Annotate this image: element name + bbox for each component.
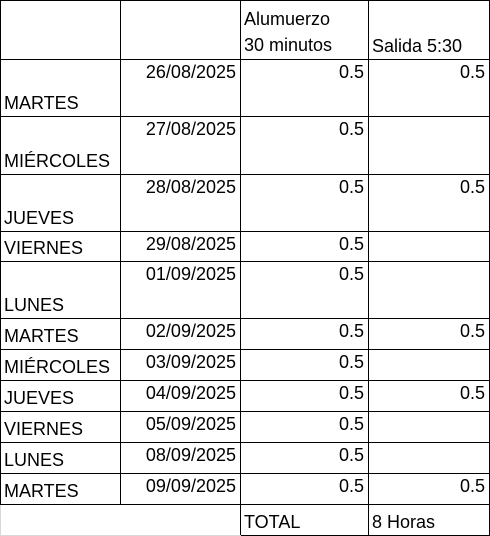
- lunch-cell[interactable]: 0.5: [240, 380, 369, 412]
- date-cell[interactable]: 09/09/2025: [120, 473, 241, 505]
- exit-cell[interactable]: [368, 231, 490, 262]
- date-cell[interactable]: 02/09/2025: [120, 318, 241, 350]
- lunch-cell[interactable]: 0.5: [240, 231, 369, 262]
- exit-cell[interactable]: 0.5: [368, 473, 490, 505]
- exit-cell[interactable]: [368, 261, 490, 319]
- table-row: JUEVES 04/09/2025 0.5 0.5: [0, 380, 490, 412]
- table-row: MIÉRCOLES 27/08/2025 0.5: [0, 116, 490, 175]
- day-cell[interactable]: MIÉRCOLES: [0, 349, 121, 381]
- day-cell[interactable]: MARTES: [0, 59, 121, 117]
- total-row: TOTAL 8 Horas: [0, 504, 490, 536]
- exit-cell[interactable]: 0.5: [368, 174, 490, 232]
- lunch-cell[interactable]: 0.5: [240, 174, 369, 232]
- lunch-header-line2: 30 minutos: [244, 35, 333, 55]
- date-cell[interactable]: 05/09/2025: [120, 411, 241, 443]
- table-row: MIÉRCOLES 03/09/2025 0.5: [0, 349, 490, 381]
- table-row: VIERNES 05/09/2025 0.5: [0, 411, 490, 443]
- header-row: Alumuerzo 30 minutos Salida 5:30: [0, 0, 490, 60]
- exit-cell[interactable]: 0.5: [368, 380, 490, 412]
- lunch-cell[interactable]: 0.5: [240, 261, 369, 319]
- date-cell[interactable]: 01/09/2025: [120, 261, 241, 319]
- date-cell[interactable]: 03/09/2025: [120, 349, 241, 381]
- total-value[interactable]: 8 Horas: [368, 504, 490, 536]
- lunch-cell[interactable]: 0.5: [240, 349, 369, 381]
- lunch-cell[interactable]: 0.5: [240, 473, 369, 505]
- total-label[interactable]: TOTAL: [240, 504, 369, 536]
- lunch-header-line1: Alumuerzo: [244, 9, 331, 29]
- date-cell[interactable]: 08/09/2025: [120, 442, 241, 474]
- exit-cell[interactable]: [368, 411, 490, 443]
- lunch-cell[interactable]: 0.5: [240, 116, 369, 175]
- date-cell[interactable]: 26/08/2025: [120, 59, 241, 117]
- exit-header: Salida 5:30: [372, 36, 463, 56]
- day-cell[interactable]: LUNES: [0, 261, 121, 319]
- day-cell[interactable]: MARTES: [0, 473, 121, 505]
- table-row: LUNES 08/09/2025 0.5: [0, 442, 490, 474]
- lunch-cell[interactable]: 0.5: [240, 411, 369, 443]
- empty-cell[interactable]: [0, 504, 121, 536]
- day-cell[interactable]: JUEVES: [0, 174, 121, 232]
- day-cell[interactable]: VIERNES: [0, 231, 121, 262]
- table-row: VIERNES 29/08/2025 0.5: [0, 231, 490, 262]
- date-cell[interactable]: 29/08/2025: [120, 231, 241, 262]
- exit-cell[interactable]: 0.5: [368, 318, 490, 350]
- header-cell-day[interactable]: [0, 0, 121, 60]
- lunch-cell[interactable]: 0.5: [240, 59, 369, 117]
- header-cell-lunch[interactable]: Alumuerzo 30 minutos: [240, 0, 369, 60]
- date-cell[interactable]: 28/08/2025: [120, 174, 241, 232]
- table-row: LUNES 01/09/2025 0.5: [0, 261, 490, 319]
- header-cell-exit[interactable]: Salida 5:30: [368, 0, 490, 60]
- empty-cell[interactable]: [120, 504, 241, 536]
- table-row: JUEVES 28/08/2025 0.5 0.5: [0, 174, 490, 232]
- day-cell[interactable]: LUNES: [0, 442, 121, 474]
- day-cell[interactable]: JUEVES: [0, 380, 121, 412]
- table-row: MARTES 09/09/2025 0.5 0.5: [0, 473, 490, 505]
- exit-cell[interactable]: [368, 349, 490, 381]
- day-cell[interactable]: MARTES: [0, 318, 121, 350]
- header-cell-date[interactable]: [120, 0, 241, 60]
- table-row: MARTES 26/08/2025 0.5 0.5: [0, 59, 490, 117]
- exit-cell[interactable]: [368, 442, 490, 474]
- lunch-cell[interactable]: 0.5: [240, 442, 369, 474]
- date-cell[interactable]: 04/09/2025: [120, 380, 241, 412]
- lunch-cell[interactable]: 0.5: [240, 318, 369, 350]
- exit-cell[interactable]: 0.5: [368, 59, 490, 117]
- day-cell[interactable]: VIERNES: [0, 411, 121, 443]
- table-row: MARTES 02/09/2025 0.5 0.5: [0, 318, 490, 350]
- day-cell[interactable]: MIÉRCOLES: [0, 116, 121, 175]
- date-cell[interactable]: 27/08/2025: [120, 116, 241, 175]
- exit-cell[interactable]: [368, 116, 490, 175]
